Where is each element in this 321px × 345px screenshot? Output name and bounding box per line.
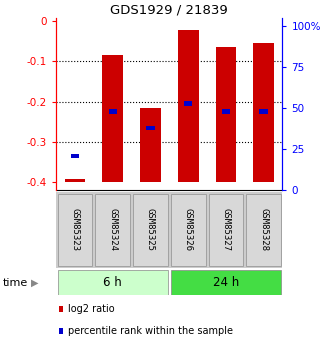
Bar [259,109,268,114]
Bar [71,154,79,158]
Bar [95,194,130,266]
Bar [108,109,117,114]
Text: GSM85324: GSM85324 [108,208,117,252]
Bar [140,108,161,182]
Text: GSM85323: GSM85323 [71,208,80,252]
Text: time: time [3,277,29,287]
Text: percentile rank within the sample: percentile rank within the sample [68,326,233,336]
Text: GSM85327: GSM85327 [221,208,230,252]
Bar [209,194,243,266]
Bar [178,30,199,182]
Text: log2 ratio: log2 ratio [68,304,114,314]
Text: ▶: ▶ [30,277,38,287]
Bar [246,194,281,266]
Text: 6 h: 6 h [103,276,122,289]
Bar [171,270,281,295]
Bar [102,56,123,182]
Text: GSM85328: GSM85328 [259,208,268,252]
Bar [58,194,92,266]
Text: GSM85326: GSM85326 [184,208,193,252]
Title: GDS1929 / 21839: GDS1929 / 21839 [110,4,228,17]
Text: 24 h: 24 h [213,276,239,289]
Bar [171,194,205,266]
Bar [222,109,230,114]
Bar [184,101,192,106]
Bar [58,270,168,295]
Bar [146,126,155,130]
Text: GSM85325: GSM85325 [146,208,155,252]
Bar [65,179,85,182]
Bar [133,194,168,266]
Bar [215,47,236,182]
Bar [253,43,274,182]
